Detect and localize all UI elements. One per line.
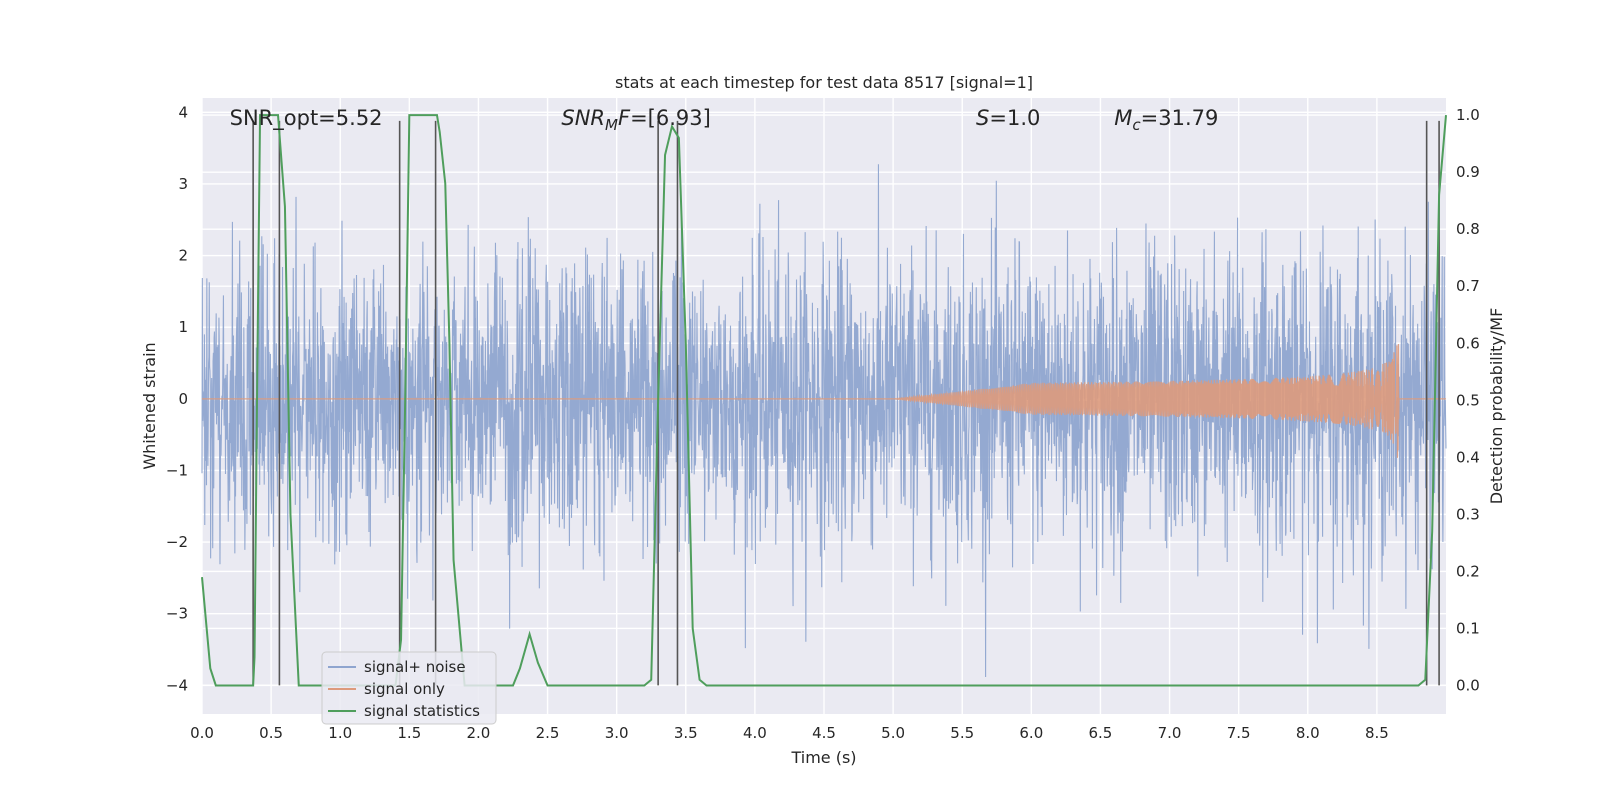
x-tick-label: 4.0 <box>743 724 767 742</box>
y-tick-label: 4 <box>178 103 188 121</box>
y-tick-label: −3 <box>166 605 188 623</box>
signal-only-series <box>202 343 1446 458</box>
x-axis-label: Time (s) <box>790 748 856 767</box>
y-tick-label: 1 <box>178 318 188 336</box>
y2-tick-label: 0.0 <box>1456 676 1480 694</box>
y2-ticks: 1.0 0.9 0.8 0.7 0.6 0.5 0.4 0.3 0.2 0.1 0.0 <box>1456 106 1480 694</box>
y-tick-label: 0 <box>178 390 188 408</box>
x-ticks: 0.0 0.5 1.0 1.5 2.0 2.5 3.0 3.5 4.0 4.5 5.0 5.5 6.0 6… <box>190 724 1389 742</box>
chart-title: stats at each timestep for test data 851… <box>615 73 1033 92</box>
x-tick-label: 0.0 <box>190 724 214 742</box>
annotation: Mc=31.79 <box>1114 106 1218 134</box>
x-tick-label: 8.0 <box>1296 724 1320 742</box>
x-tick-label: 1.0 <box>328 724 352 742</box>
legend-box <box>321 651 497 725</box>
x-tick-label: 2.5 <box>536 724 560 742</box>
y-tick-label: −1 <box>166 461 188 479</box>
annotation: SNR_opt=5.52 <box>230 106 383 131</box>
legend: signal+ noise signal only signal statistic… <box>321 651 497 725</box>
annotation: S=1.0 <box>976 106 1040 130</box>
x-tick-label: 5.0 <box>881 724 905 742</box>
signal-statistics-series <box>201 114 1447 687</box>
x-tick-label: 4.5 <box>812 724 836 742</box>
x-tick-label: 6.5 <box>1089 724 1113 742</box>
x-tick-label: 6.0 <box>1019 724 1043 742</box>
y2-tick-label: 0.9 <box>1456 163 1480 181</box>
y-tick-label: −4 <box>166 676 188 694</box>
legend-label: signal statistics <box>364 702 480 720</box>
legend-label: signal only <box>364 680 445 698</box>
y2-axis-label: Detection probability/MF <box>1487 308 1506 505</box>
signal-statistics-line <box>201 114 1447 687</box>
legend-label: signal+ noise <box>364 658 466 676</box>
y2-tick-label: 0.3 <box>1456 505 1480 523</box>
y2-tick-label: 1.0 <box>1456 106 1480 124</box>
y-axis-label: Whitened strain <box>140 342 159 469</box>
y-ticks: 4 3 2 1 0 −1 −2 −3 −4 <box>166 103 188 694</box>
x-tick-label: 7.0 <box>1158 724 1182 742</box>
y2-tick-label: 0.6 <box>1456 334 1480 352</box>
annotations: SNR_opt=5.52 SNRMF=[6.93] S=1.0 Mc=31.79 <box>230 106 1219 134</box>
x-tick-label: 8.5 <box>1365 724 1389 742</box>
x-tick-label: 0.5 <box>259 724 283 742</box>
x-tick-label: 5.5 <box>950 724 974 742</box>
y2-tick-label: 0.1 <box>1456 619 1480 637</box>
annotation: SNRMF=[6.93] <box>561 106 710 134</box>
y2-tick-label: 0.4 <box>1456 448 1480 466</box>
x-tick-label: 1.5 <box>397 724 421 742</box>
y2-tick-label: 0.7 <box>1456 277 1480 295</box>
y2-tick-label: 0.5 <box>1456 391 1480 409</box>
x-tick-label: 2.0 <box>467 724 491 742</box>
x-tick-label: 3.0 <box>605 724 629 742</box>
x-tick-label: 3.5 <box>674 724 698 742</box>
y2-tick-label: 0.8 <box>1456 220 1480 238</box>
signal-only-line <box>202 343 1446 458</box>
x-tick-label: 7.5 <box>1227 724 1251 742</box>
y2-tick-label: 0.2 <box>1456 562 1480 580</box>
y-tick-label: −2 <box>166 533 188 551</box>
y-tick-label: 2 <box>178 247 188 265</box>
y-tick-label: 3 <box>178 175 188 193</box>
